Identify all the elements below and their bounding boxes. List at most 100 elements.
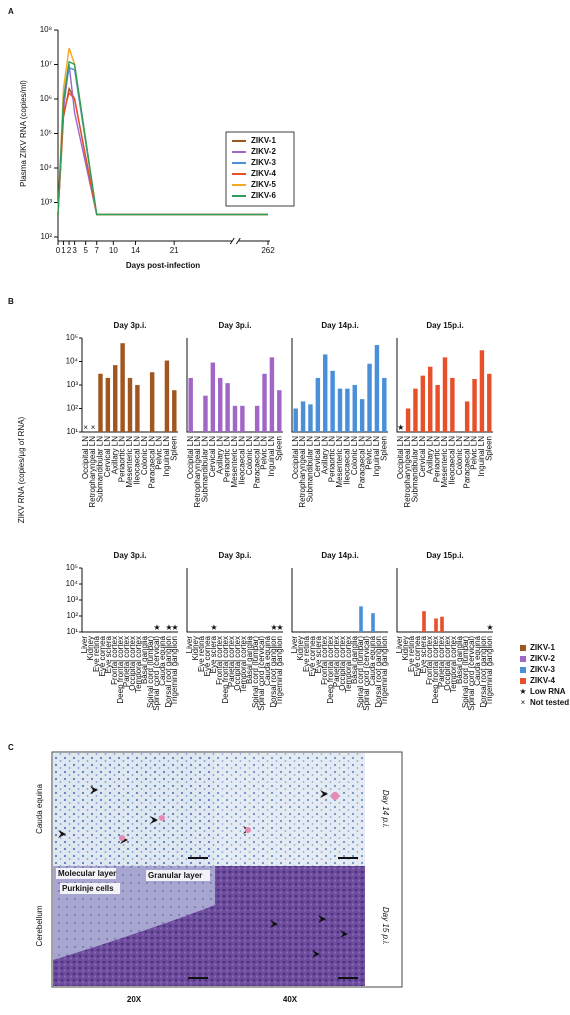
column-label: 40X xyxy=(283,995,298,1004)
annotation: Granular layer xyxy=(148,871,202,880)
x-tick-label: Eye sclera xyxy=(314,635,323,673)
flag-marker: ★ xyxy=(276,623,283,632)
legend-symbol: ★ xyxy=(519,687,526,696)
bar xyxy=(435,385,440,432)
x-tick-label: Pelvic LN xyxy=(155,436,164,470)
y-tick-label: 10⁴ xyxy=(66,579,79,588)
x-tick-label: Occipital cortex xyxy=(443,636,452,691)
x-tick-label: Periaortic LN xyxy=(223,436,232,482)
x-tick-label: Retropharyngeal LN xyxy=(193,436,202,508)
x-tick-label: Trigeminal ganglion xyxy=(170,636,179,706)
x-tick-label: Pelvic LN xyxy=(260,436,269,470)
row-label: Cauda equina xyxy=(35,784,44,834)
x-tick-label: Deep frontal cortex xyxy=(326,636,335,704)
bar xyxy=(120,343,125,432)
x-tick-label: Colonic LN xyxy=(140,436,149,475)
panel-label: A xyxy=(8,7,14,16)
bar xyxy=(374,345,380,432)
bar xyxy=(172,390,177,432)
legend-label: ZIKV-1 xyxy=(251,136,276,145)
flag-marker: ★ xyxy=(165,623,172,632)
y-tick-label: 10⁵ xyxy=(66,333,78,342)
bar xyxy=(218,377,223,432)
x-tick-label: Ileocaecal LN xyxy=(447,436,456,485)
bar xyxy=(337,388,343,432)
bar xyxy=(225,383,230,432)
x-tick-label: Parietal cortex xyxy=(332,636,341,687)
x-tick-label: Eye retina xyxy=(407,635,416,672)
x-tick-label: Inguinal LN xyxy=(162,436,171,477)
x-tick-label: Cauda equina xyxy=(473,635,482,685)
x-tick-label: Basal ganglia xyxy=(350,635,359,684)
x-tick-label: Eye retina xyxy=(92,635,101,672)
flag-marker: × xyxy=(83,423,88,432)
x-tick-label: Spinal cord (lumbar) xyxy=(461,636,470,708)
series-line xyxy=(57,60,268,216)
annotation-bg xyxy=(60,883,120,894)
y-tick-label: 10⁷ xyxy=(40,60,52,69)
x-tick-label: Trigeminal ganglion xyxy=(380,636,389,706)
bar xyxy=(367,363,372,432)
x-tick-label: Colonic LN xyxy=(455,436,464,475)
bar xyxy=(487,373,492,432)
axis xyxy=(186,568,283,633)
x-tick-label: Eye sclera xyxy=(209,635,218,673)
x-tick-label: Axillary LN xyxy=(110,436,119,474)
bar xyxy=(464,401,470,432)
x-tick-label: Kidney xyxy=(296,636,305,660)
flag-marker: × xyxy=(91,423,96,432)
bar xyxy=(269,357,275,432)
flag-marker: ★ xyxy=(397,423,404,432)
x-tick-label: 5 xyxy=(83,246,88,255)
x-tick-label: Occipital LN xyxy=(186,436,195,479)
x-tick-label: Spinal cord (cervical) xyxy=(362,636,371,711)
x-tick-label: Kidney xyxy=(401,636,410,660)
x-tick-label: Spleen xyxy=(274,436,283,461)
x-tick-label: Inguinal LN xyxy=(267,436,276,477)
x-tick-label: Cauda equina xyxy=(368,635,377,685)
flag-marker: ★ xyxy=(270,623,277,632)
x-tick-label: Dorsal root ganglion xyxy=(479,636,488,708)
chart-title: Day 3p.i. xyxy=(219,321,252,330)
x-tick-label: Deep frontal cortex xyxy=(221,636,230,704)
chart-title: Day 3p.i. xyxy=(114,551,147,560)
bar xyxy=(359,399,365,432)
axis-break xyxy=(229,237,241,245)
x-tick-label: 21 xyxy=(170,246,179,255)
x-tick-label: Cervical LN xyxy=(418,436,427,478)
panel-label: C xyxy=(8,743,14,752)
x-tick-label: Eye cornea xyxy=(308,635,317,676)
chart-title: Day 3p.i. xyxy=(219,551,252,560)
y-tick-label: 10⁴ xyxy=(66,357,79,366)
bar xyxy=(479,350,485,432)
legend-label: Not tested xyxy=(530,698,569,707)
x-tick-label: Liver xyxy=(395,636,404,654)
annotation: Purkinje cells xyxy=(62,884,114,893)
legend-swatch xyxy=(520,667,526,673)
x-tick-label: Ileocaecal LN xyxy=(342,436,351,485)
x-tick-label: Colonic LN xyxy=(350,436,359,475)
x-tick-label: Spinal cord (cervical) xyxy=(152,636,161,711)
bar xyxy=(149,372,155,432)
x-tick-label: Pelvic LN xyxy=(365,436,374,470)
x-tick-label: Kidney xyxy=(86,636,95,660)
bar xyxy=(277,390,282,432)
bar xyxy=(113,365,118,432)
x-tick-label: Eye retina xyxy=(197,635,206,672)
x-tick-label: Mesenteric LN xyxy=(125,436,134,488)
x-tick-label: Basal ganglia xyxy=(455,635,464,684)
x-tick-label: Spinal cord (lumbar) xyxy=(251,636,260,708)
x-tick-label: Periaortic LN xyxy=(433,436,442,482)
y-tick-label: 10² xyxy=(66,611,78,620)
flag-marker: ★ xyxy=(210,623,217,632)
x-tick-label: Cervical LN xyxy=(103,436,112,478)
x-tick-label: Ileocaecal LN xyxy=(132,436,141,485)
x-tick-label: Trigeminal ganglion xyxy=(485,636,494,706)
axis xyxy=(291,568,388,633)
legend-box xyxy=(225,131,295,207)
x-tick-label: 262 xyxy=(261,246,275,255)
x-tick-label: Parietal cortex xyxy=(227,636,236,687)
bar xyxy=(203,395,208,432)
y-tick-label: 10¹ xyxy=(66,427,78,436)
axis xyxy=(81,568,178,633)
